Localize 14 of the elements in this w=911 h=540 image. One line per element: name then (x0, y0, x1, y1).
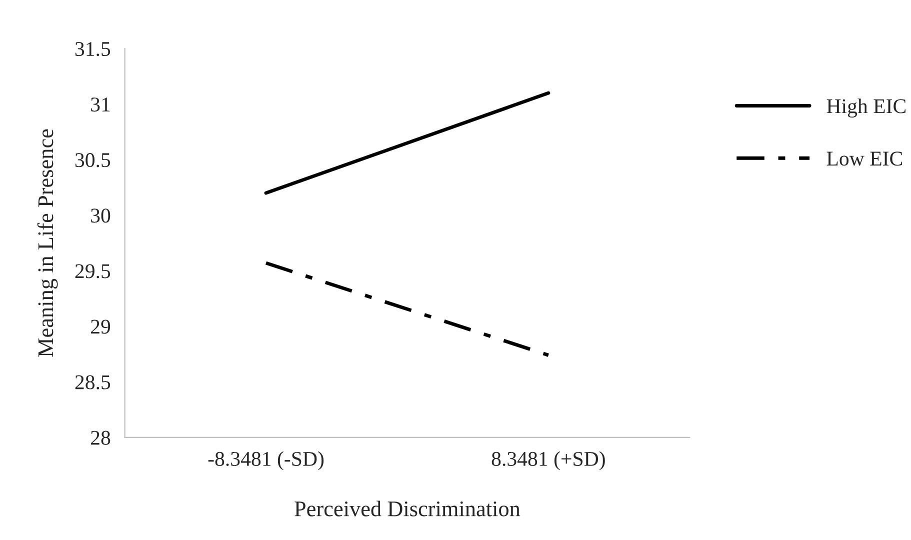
y-tick-label: 31.5 (75, 42, 110, 56)
y-tick-label: 30.5 (75, 153, 110, 168)
legend-label: High EIC (826, 98, 906, 118)
y-tick-label: 28 (91, 430, 110, 445)
x-tick-label: 8.3481 (+SD) (492, 451, 605, 470)
legend-label: Low EIC (826, 152, 902, 166)
x-tick-label: -8.3481 (-SD) (208, 451, 324, 470)
y-tick-label: 29 (91, 320, 110, 334)
y-tick-label: 29.5 (75, 264, 110, 278)
y-tick-label: 28.5 (75, 375, 110, 390)
y-tick-label: 30 (91, 208, 110, 223)
y-tick-label: 31 (91, 98, 110, 112)
y-axis-title: Meaning in Life Presence (37, 129, 58, 357)
x-axis-title: Perceived Discrimination (294, 500, 520, 516)
